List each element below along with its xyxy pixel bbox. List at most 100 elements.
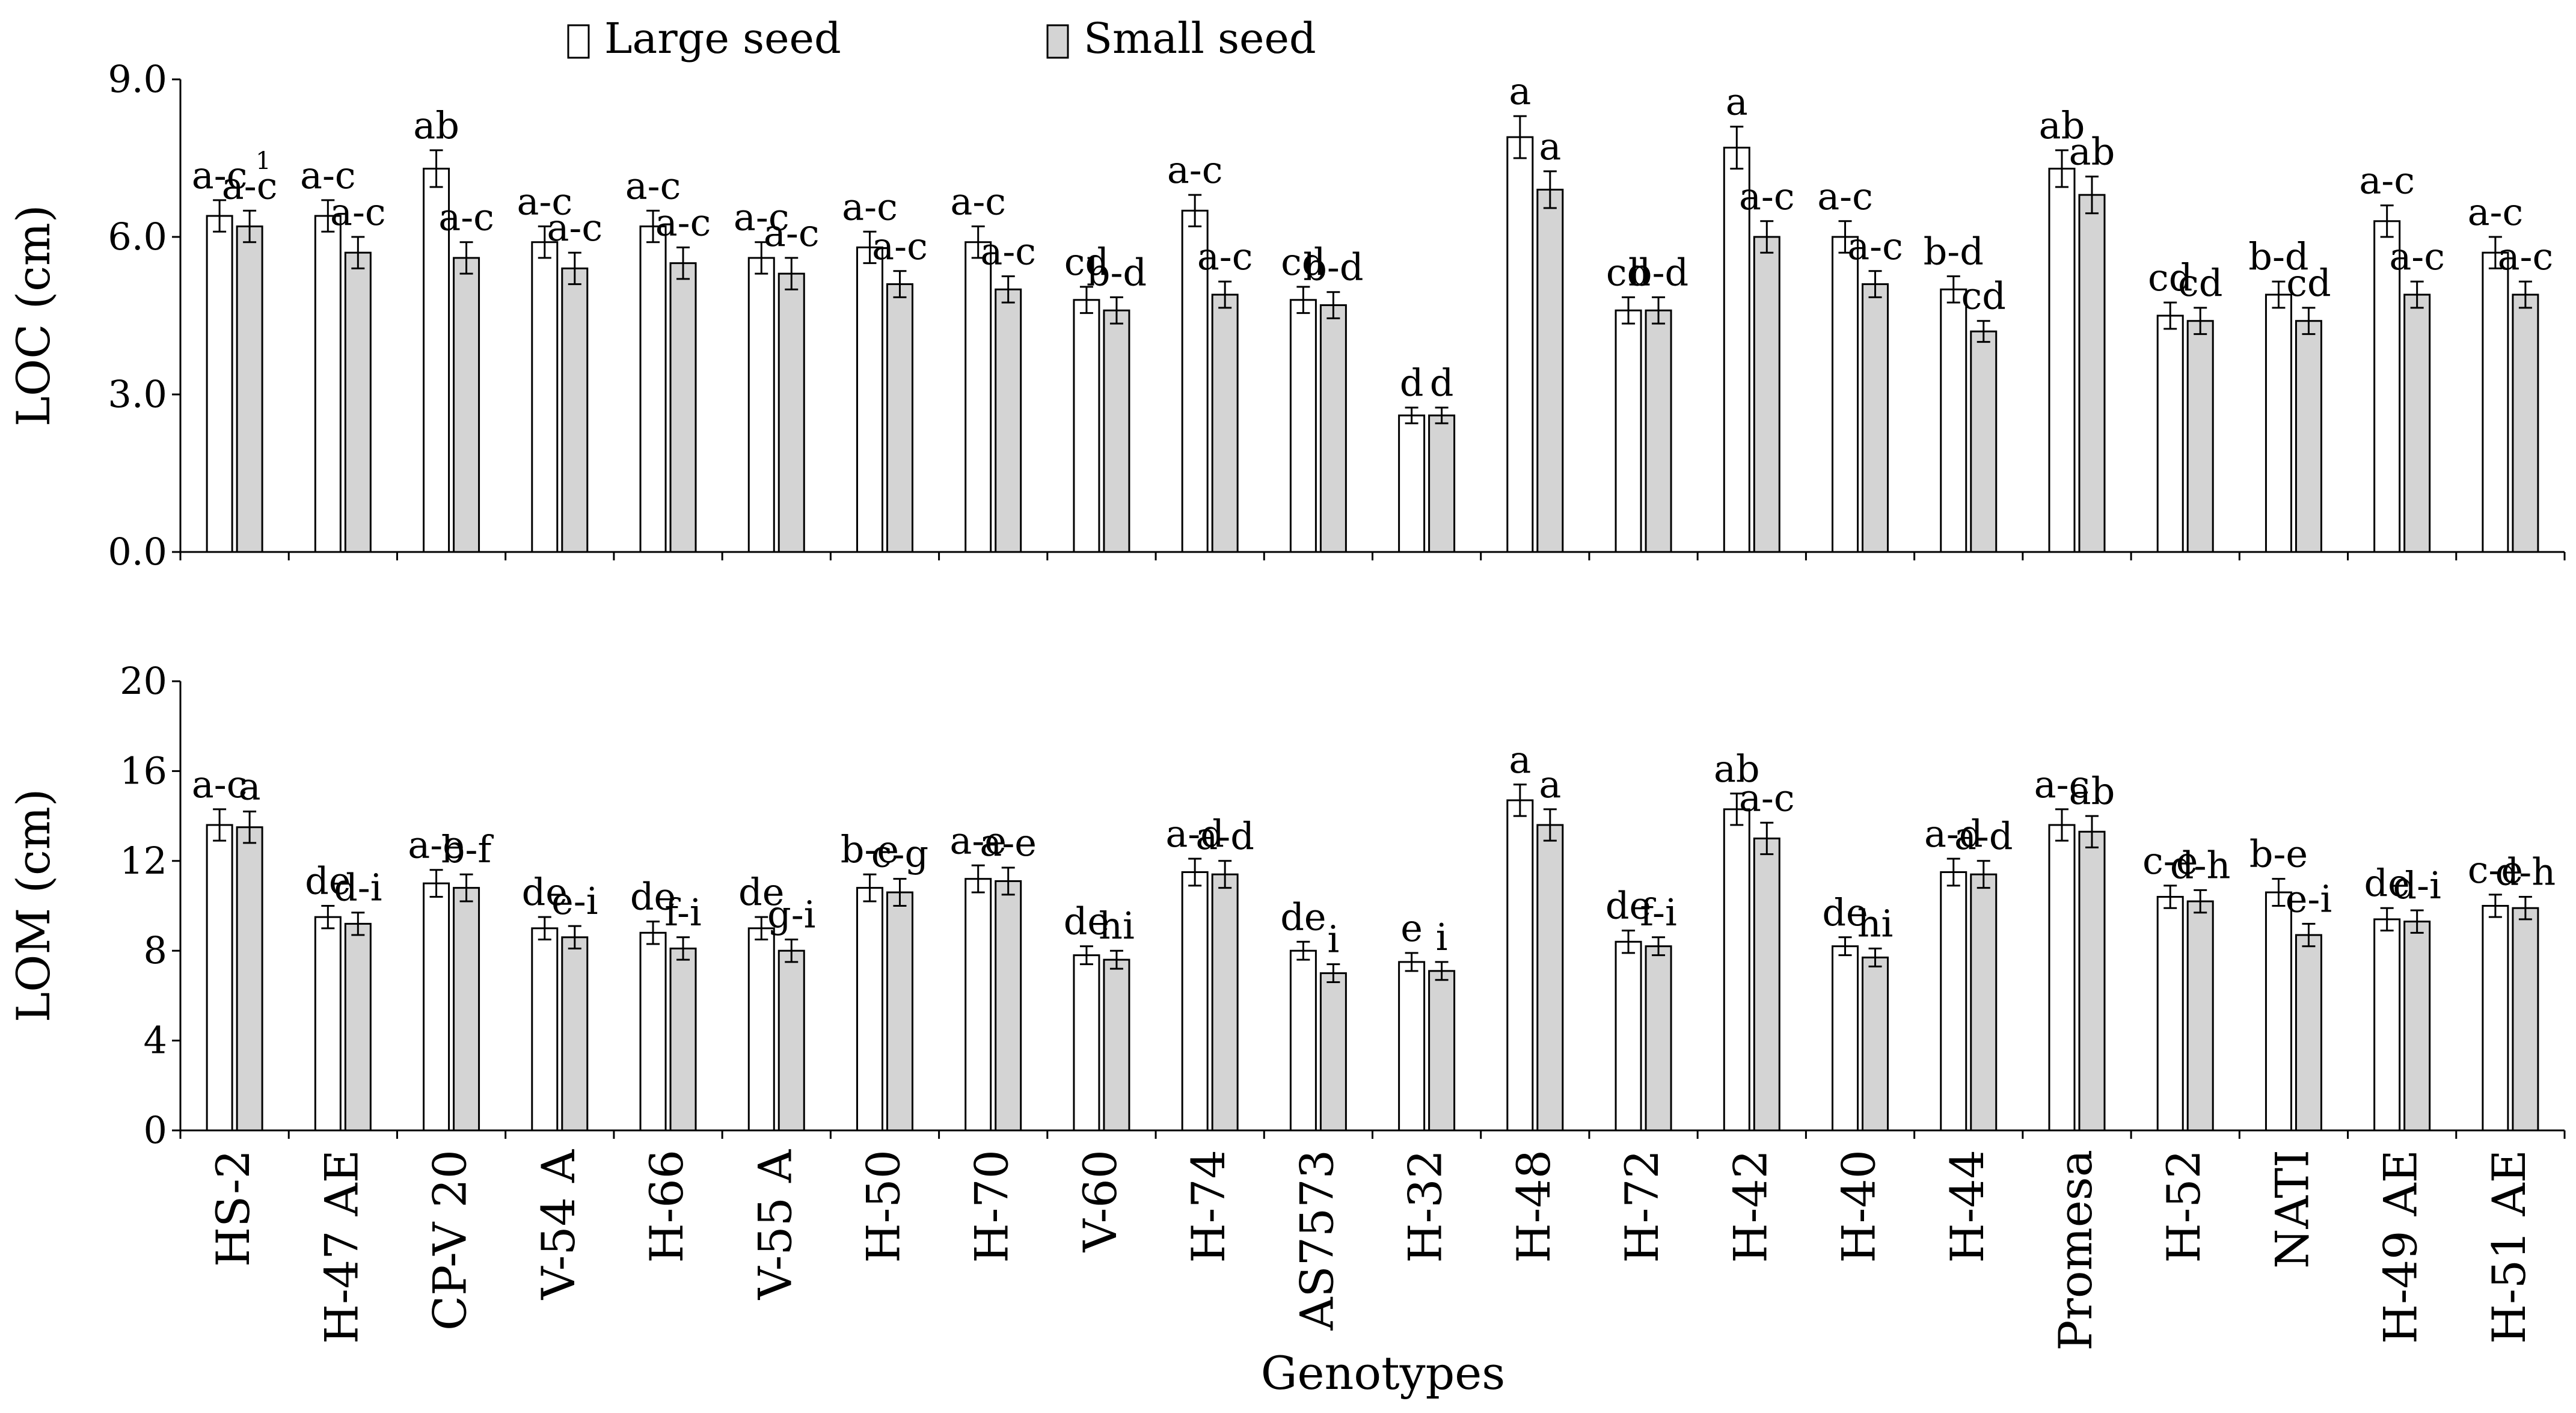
significance-letter: a-c <box>2359 159 2415 203</box>
significance-letter: i <box>1436 915 1448 959</box>
x-category-label: H-40 <box>1832 1150 1886 1263</box>
significance-letter: c-e <box>2468 848 2523 892</box>
bar <box>1723 147 1750 553</box>
bar <box>206 824 233 1132</box>
significance-letter: a-c <box>300 153 356 197</box>
bar <box>1940 288 1967 553</box>
significance-letter: a-c <box>1817 174 1873 218</box>
x-category-label: AS7573 <box>1290 1150 1343 1331</box>
legend-swatch-large <box>567 24 590 59</box>
significance-letter: cd <box>2286 261 2331 305</box>
significance-letter: a-d <box>1924 812 1983 856</box>
significance-letter: cd <box>2178 261 2222 305</box>
bar <box>2482 251 2509 553</box>
significance-letter: a-c <box>1167 148 1223 192</box>
bar <box>777 272 805 553</box>
significance-letter: a-e <box>408 823 465 867</box>
x-category-label: CP-V 20 <box>423 1150 477 1331</box>
y-tick-label: 0.0 <box>108 530 167 574</box>
bar <box>2512 293 2539 553</box>
significance-letter: b-d <box>1087 250 1147 294</box>
bar <box>453 257 480 553</box>
bar <box>1832 236 1859 553</box>
x-category-label: H-51 AE <box>2482 1150 2536 1344</box>
bar <box>314 215 342 553</box>
significance-letter: a-c <box>950 180 1006 224</box>
significance-letter: a <box>1509 69 1531 113</box>
y-tick-label: 9.0 <box>108 57 167 101</box>
bar <box>639 225 667 553</box>
significance-letter: a <box>1539 762 1561 806</box>
significance-letter: ab <box>2069 130 2115 174</box>
significance-letter: a-c <box>222 164 278 207</box>
bar <box>314 916 342 1132</box>
bar <box>2156 896 2184 1132</box>
significance-letter: a-c <box>517 180 572 224</box>
bar <box>453 887 480 1132</box>
bar <box>1289 299 1317 553</box>
significance-letter: a-c <box>330 190 386 234</box>
bar <box>236 826 263 1132</box>
significance-letter: de <box>1605 884 1651 928</box>
x-category-label: H-32 <box>1399 1150 1452 1263</box>
bar <box>423 882 450 1132</box>
x-category-label: H-72 <box>1615 1150 1669 1263</box>
significance-letter: b-d <box>1924 230 1984 274</box>
bar <box>1428 970 1456 1132</box>
significance-letter: de <box>1280 895 1326 939</box>
bar <box>1103 309 1130 553</box>
bar <box>561 267 589 553</box>
bar <box>206 215 233 553</box>
significance-letter: b-e <box>841 827 899 871</box>
significance-letter: a-d <box>1954 814 2013 858</box>
bar <box>2403 293 2431 553</box>
bar <box>1289 949 1317 1132</box>
bar <box>995 288 1022 553</box>
bar <box>2373 918 2401 1132</box>
bar <box>886 283 913 553</box>
significance-letter: a-c <box>625 164 681 207</box>
bar <box>1398 961 1426 1132</box>
significance-letter: e-i <box>2286 877 2332 921</box>
significance-letter: a <box>1726 80 1748 124</box>
bar <box>1862 283 1889 553</box>
significance-letter: cd <box>1281 240 1325 284</box>
bar <box>1103 958 1130 1132</box>
x-category-label: H-52 <box>2157 1150 2210 1263</box>
bar <box>886 891 913 1132</box>
significance-letter: a-c <box>2498 234 2554 278</box>
bar <box>2295 934 2322 1132</box>
significance-letter: de <box>1064 900 1109 943</box>
y-tick-label: 6.0 <box>108 215 167 259</box>
bar <box>747 927 775 1132</box>
legend-label-small: Small seed <box>1084 14 1316 63</box>
significance-letter: i <box>1327 918 1339 961</box>
x-category-label: H-48 <box>1507 1150 1560 1263</box>
bar <box>2048 824 2076 1132</box>
significance-letter: de <box>2364 861 2409 905</box>
bar <box>344 922 372 1132</box>
legend: Large seed Small seed <box>567 14 1316 63</box>
bar <box>236 225 263 553</box>
bar <box>423 167 450 553</box>
significance-letter: hi <box>1099 904 1135 948</box>
bar <box>1181 209 1209 553</box>
significance-letter: a-c <box>547 206 603 250</box>
x-category-label: H-47 AE <box>314 1150 368 1344</box>
significance-letter: a-c <box>2034 762 2090 806</box>
bar <box>2265 293 2292 553</box>
bar <box>2078 830 2106 1132</box>
bar <box>1862 956 1889 1132</box>
legend-swatch-small <box>1046 24 1069 59</box>
significance-letter: a-c <box>2389 234 2445 278</box>
bar <box>1506 136 1534 553</box>
bar <box>1211 873 1239 1132</box>
significance-letter: a-c <box>1739 776 1795 820</box>
significance-letter: cd <box>1606 250 1651 294</box>
bar <box>964 878 992 1132</box>
significance-letter: b-d <box>2248 234 2308 278</box>
significance-letter: c-e <box>2142 839 2198 883</box>
